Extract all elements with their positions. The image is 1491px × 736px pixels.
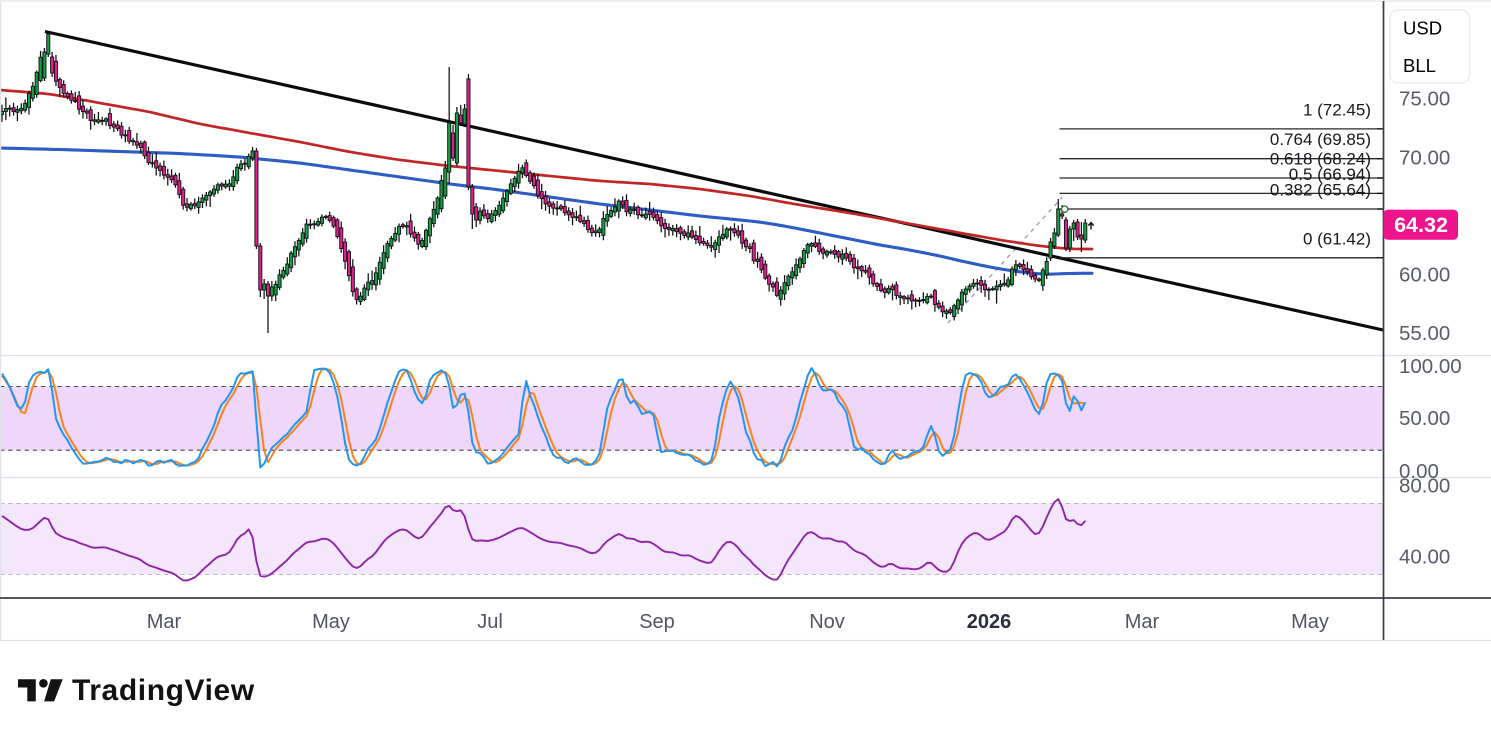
svg-text:May: May	[1291, 611, 1329, 633]
svg-text:TradingView: TradingView	[72, 674, 255, 707]
svg-text:2026: 2026	[967, 611, 1012, 633]
svg-text:BLL: BLL	[1403, 55, 1436, 76]
svg-text:USD: USD	[1403, 18, 1442, 39]
svg-text:64.32: 64.32	[1394, 213, 1448, 237]
svg-text:100.00: 100.00	[1399, 355, 1462, 378]
svg-text:Jul: Jul	[477, 611, 503, 633]
svg-text:50.00: 50.00	[1399, 407, 1450, 430]
svg-text:75.00: 75.00	[1399, 88, 1450, 111]
svg-text:Mar: Mar	[1125, 611, 1160, 633]
svg-text:40.00: 40.00	[1399, 546, 1450, 569]
svg-text:0.618 (68.24): 0.618 (68.24)	[1270, 150, 1371, 169]
svg-text:1 (72.45): 1 (72.45)	[1303, 100, 1371, 119]
svg-text:0 (61.42): 0 (61.42)	[1303, 229, 1371, 248]
svg-text:60.00: 60.00	[1399, 264, 1450, 287]
svg-text:80.00: 80.00	[1399, 475, 1450, 498]
svg-text:Mar: Mar	[147, 611, 182, 633]
svg-text:0.5 (66.94): 0.5 (66.94)	[1289, 165, 1371, 184]
svg-text:0.764 (69.85): 0.764 (69.85)	[1270, 130, 1371, 149]
svg-text:55.00: 55.00	[1399, 322, 1450, 345]
svg-text:0.00: 0.00	[1399, 460, 1439, 483]
svg-text:May: May	[312, 611, 350, 633]
svg-text:70.00: 70.00	[1399, 147, 1450, 170]
svg-text:Sep: Sep	[639, 611, 675, 633]
svg-text:0.382 (65.64): 0.382 (65.64)	[1270, 181, 1371, 200]
svg-text:Nov: Nov	[809, 611, 845, 633]
